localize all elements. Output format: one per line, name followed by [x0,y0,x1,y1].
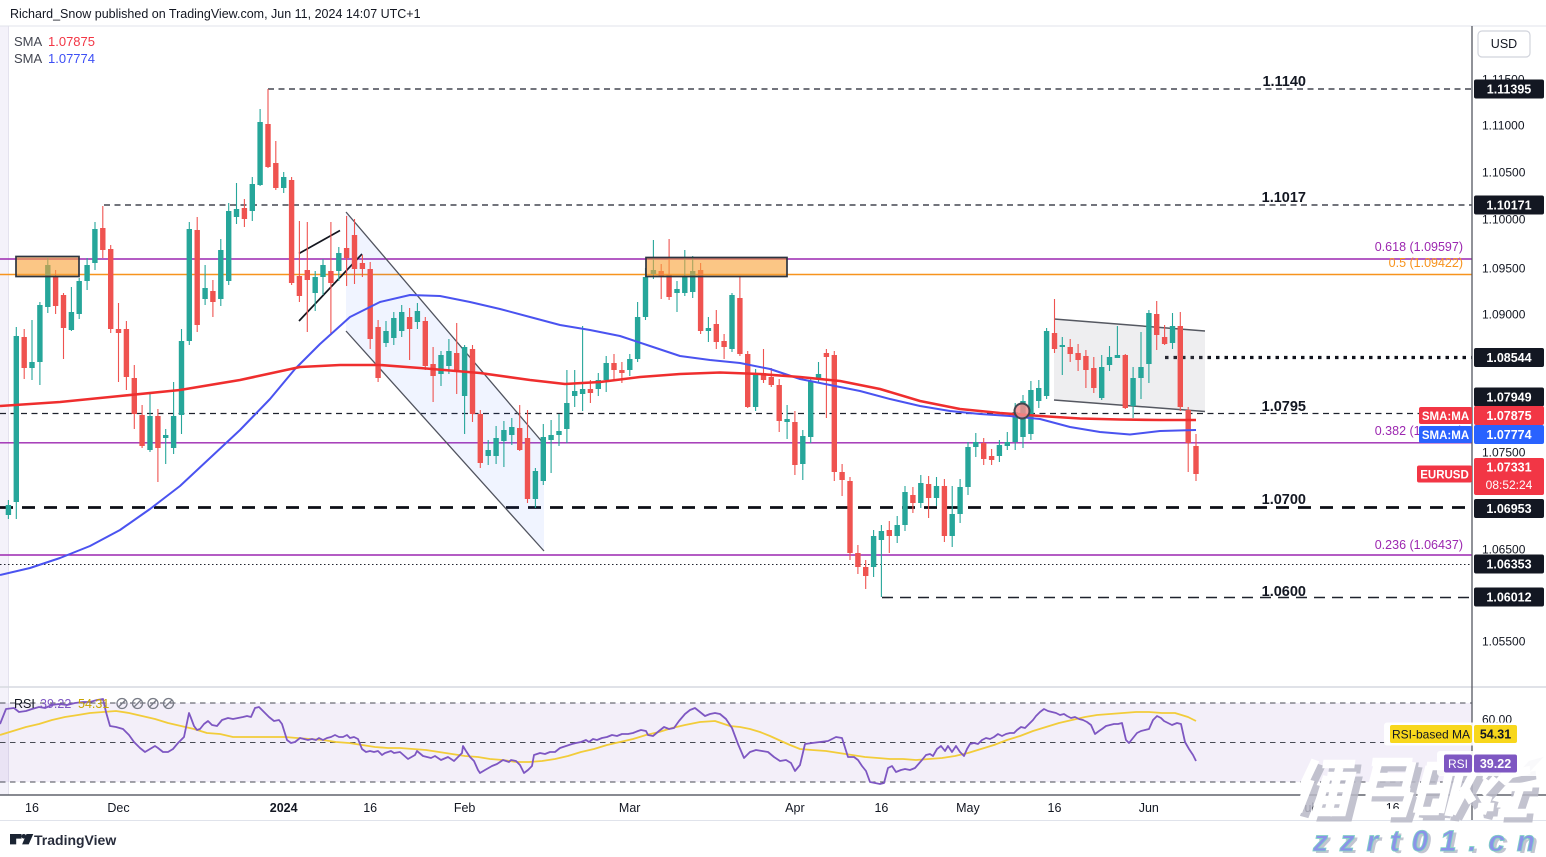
svg-text:1.09500: 1.09500 [1482,262,1526,276]
svg-text:1.07500: 1.07500 [1482,446,1526,460]
svg-text:1.10000: 1.10000 [1482,213,1526,227]
svg-text:1.09000: 1.09000 [1482,308,1526,322]
svg-text:16: 16 [1048,801,1062,815]
svg-text:Mar: Mar [619,801,641,815]
svg-text:1.0600: 1.0600 [1262,584,1306,600]
svg-text:1.10500: 1.10500 [1482,166,1526,180]
svg-text:TradingView: TradingView [34,832,116,848]
svg-text:16: 16 [874,801,888,815]
svg-text:1.07774: 1.07774 [48,51,95,66]
svg-text:1.08544: 1.08544 [1486,351,1531,365]
svg-text:1.06500: 1.06500 [1482,543,1526,557]
svg-text:USD: USD [1491,37,1517,51]
svg-text:1.1140: 1.1140 [1262,74,1306,90]
svg-text:1.07949: 1.07949 [1486,390,1531,404]
svg-text:RSI-based MA: RSI-based MA [1392,727,1470,741]
svg-text:1.07331: 1.07331 [1486,461,1531,475]
svg-text:54.31: 54.31 [78,697,109,711]
svg-text:Jun: Jun [1139,801,1159,815]
svg-text:zzrt01.cn: zzrt01.cn [1312,825,1535,857]
svg-text:1.06012: 1.06012 [1486,590,1531,604]
svg-text:16: 16 [363,801,377,815]
svg-text:zzrt01.cn: zzrt01.cn [1315,827,1538,857]
svg-text:Dec: Dec [107,801,129,815]
svg-text:39.22: 39.22 [40,697,71,711]
svg-text:SMA:MA: SMA:MA [1422,430,1469,442]
svg-text:08:52:24: 08:52:24 [1486,478,1533,492]
svg-text:39.22: 39.22 [1480,757,1511,771]
svg-text:1.0700: 1.0700 [1262,492,1306,508]
svg-text:1.11000: 1.11000 [1482,119,1525,133]
svg-text:1.11395: 1.11395 [1487,82,1532,96]
svg-text:1.07875: 1.07875 [1486,409,1531,423]
svg-text:RSI: RSI [14,697,35,711]
svg-text:1.06953: 1.06953 [1486,502,1531,516]
svg-text:0.5 (1.09422): 0.5 (1.09422) [1389,256,1463,270]
svg-text:SMA: SMA [14,51,43,66]
svg-text:54.31: 54.31 [1480,727,1511,741]
svg-text:Richard_Snow published on Trad: Richard_Snow published on TradingView.co… [10,7,421,21]
svg-text:0.236 (1.06437): 0.236 (1.06437) [1375,538,1463,552]
svg-text:1.07875: 1.07875 [48,34,95,49]
svg-text:1.0795: 1.0795 [1262,399,1306,415]
svg-text:16: 16 [25,801,39,815]
svg-text:SMA:MA: SMA:MA [1422,411,1469,423]
svg-text:1.05500: 1.05500 [1482,635,1526,649]
svg-text:Apr: Apr [785,801,804,815]
svg-text:1.06353: 1.06353 [1486,557,1531,571]
svg-text:1.1017: 1.1017 [1262,190,1306,206]
svg-text:1.10171: 1.10171 [1486,198,1531,212]
svg-text:0.618 (1.09597): 0.618 (1.09597) [1375,240,1463,254]
svg-text:SMA: SMA [14,34,43,49]
svg-text:1.07774: 1.07774 [1486,428,1531,442]
svg-text:RSI: RSI [1448,757,1468,771]
svg-text:EURUSD: EURUSD [1420,469,1469,481]
svg-text:May: May [956,801,980,815]
svg-text:2024: 2024 [270,801,298,815]
svg-text:Feb: Feb [454,801,476,815]
